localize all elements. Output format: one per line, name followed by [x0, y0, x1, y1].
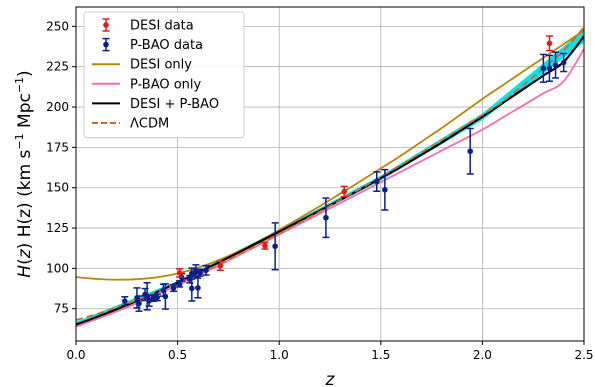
- pbao-data-point: [560, 52, 568, 73]
- desi-data-point: [545, 35, 553, 52]
- y-tick-label: 200: [46, 100, 69, 114]
- legend-entry: DESI only: [92, 58, 192, 73]
- pbao-data-point: [271, 222, 279, 271]
- legend-label: P-BAO data: [130, 38, 203, 53]
- plot-frame: [75, 6, 585, 342]
- x-axis-label: z: [325, 370, 336, 387]
- y-tick-label: 100: [46, 261, 69, 275]
- pbao-data-point: [170, 284, 178, 293]
- legend-label: DESI + P-BAO: [130, 97, 219, 112]
- pbao-data-point: [539, 53, 547, 83]
- pbao-data-point: [466, 127, 474, 175]
- pbao-data-point: [153, 293, 161, 302]
- desi_only-curve: [76, 29, 584, 281]
- data-points: [121, 35, 568, 312]
- pbao-data-point: [196, 268, 204, 277]
- legend: DESI data P-BAO data DESI only P-BAO only DE…: [83, 11, 245, 139]
- desi-data-point: [261, 241, 269, 250]
- y-tick-label: 250: [46, 19, 69, 33]
- x-tick-label: 2.5: [574, 348, 593, 362]
- desi-data-point: [340, 185, 348, 198]
- y-tick-label: 225: [46, 60, 69, 74]
- x-tick-label: 0.5: [168, 348, 187, 362]
- legend-entry: ΛCDM: [92, 117, 169, 132]
- pbao-data-point: [552, 51, 560, 79]
- x-tick-label: 1.5: [371, 348, 390, 362]
- lcdm-curve: [76, 26, 584, 321]
- pbao-data-point: [381, 168, 389, 211]
- pbao-data-point: [161, 283, 169, 310]
- desi-data-point: [216, 260, 224, 272]
- y-tick-label: 150: [46, 181, 69, 195]
- legend-box: [83, 11, 245, 139]
- y-tick-label: 125: [46, 221, 69, 235]
- x-tick-label: 0.0: [66, 348, 85, 362]
- legend-entry: DESI + P-BAO: [92, 97, 219, 112]
- pbao-data-point: [194, 277, 202, 299]
- pbao-data-point: [135, 295, 143, 312]
- legend-label: DESI only: [130, 58, 192, 73]
- pbao-data-point: [322, 197, 330, 239]
- y-axis-label: H(z) H(z) (km s−1 Mpc−1): [13, 70, 35, 277]
- desi-data-point: [176, 268, 184, 278]
- pbao-data-point: [545, 54, 553, 82]
- legend-entry: P-BAO only: [92, 77, 202, 92]
- pbao-data-point: [188, 275, 196, 302]
- pbao-data-point: [121, 296, 129, 307]
- legend-entry: P-BAO data: [102, 37, 203, 53]
- x-tick-label: 1.0: [270, 348, 289, 362]
- legend-entry: DESI data: [102, 18, 194, 34]
- legend-label: ΛCDM: [130, 117, 169, 132]
- legend-label: P-BAO only: [130, 77, 202, 92]
- axis-ticks: 0.0 0.5 1.0 1.5 2.0 2.5 75 100 125 150 175 200 225 25…: [46, 19, 593, 362]
- pbao-data-point: [373, 171, 381, 193]
- pbao-data-point: [202, 264, 210, 276]
- y-tick-label: 75: [54, 302, 69, 316]
- y-tick-label: 175: [46, 140, 69, 154]
- legend-label: DESI data: [130, 19, 194, 34]
- x-tick-label: 2.0: [473, 348, 492, 362]
